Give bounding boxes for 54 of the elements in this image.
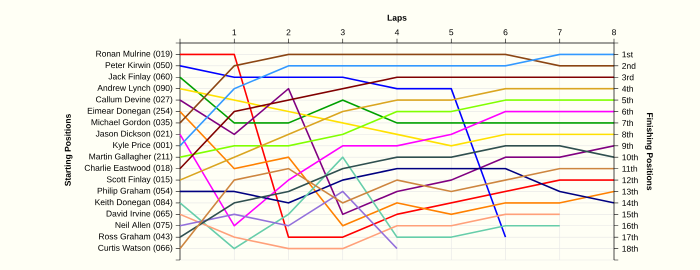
series-label: Neil Allen (075) <box>116 222 172 230</box>
y2-tick-label: 8th <box>622 131 633 138</box>
x-tick-label: 2 <box>286 29 290 36</box>
y2-tick-label: 1st <box>622 51 634 58</box>
series-label: Peter Kirwin (050) <box>106 62 172 70</box>
x-tick-label: 4 <box>394 29 400 36</box>
series-label: Kyle Price (001) <box>113 142 172 150</box>
series-label: Ronan Mulrine (019) <box>96 50 172 58</box>
y2-tick-label: 12th <box>622 176 638 184</box>
series-label: Jason Dickson (021) <box>96 130 172 138</box>
line-series <box>179 168 615 250</box>
line-series <box>179 88 615 216</box>
y2-tick-label: 5th <box>622 96 633 104</box>
y2-tick-label: 11th <box>622 166 638 172</box>
y2-tick-label: 6th <box>622 108 633 115</box>
x-tick-label: 7 <box>558 29 562 36</box>
series-label: Eimear Donegan (254) <box>88 108 172 116</box>
x-axis-title: Laps <box>388 14 407 22</box>
x-tick-label: 5 <box>449 29 454 36</box>
x-tick-label: 1 <box>232 29 236 36</box>
y2-tick-label: 4th <box>622 86 633 92</box>
series-label: Andrew Lynch (090) <box>97 84 172 93</box>
series-label: Curtis Watson (066) <box>98 244 172 253</box>
y2-tick-label: 16th <box>622 222 638 229</box>
y2-tick-label: 7th <box>622 120 633 126</box>
y2-tick-label: 14th <box>622 200 638 206</box>
y2-tick-label: 9th <box>622 142 633 149</box>
series-label: Charlie Eastwood (018) <box>84 164 172 173</box>
series-label: Ross Graham (043) <box>99 233 172 242</box>
series-label: Philip Graham (054) <box>98 188 172 196</box>
line-series <box>179 214 561 250</box>
line-series <box>179 144 615 238</box>
y2-tick-label: 2nd <box>622 62 636 69</box>
text: Starting Positions <box>64 114 72 186</box>
line-series <box>179 110 615 227</box>
y2-tick-label: 13th <box>622 188 638 195</box>
y2-axis-title: Finishing Positions <box>645 113 654 190</box>
line-series <box>179 190 398 250</box>
series-label: Scott Finlay (015) <box>106 176 172 184</box>
series-label: Michael Gordon (035) <box>92 118 172 127</box>
y2-tick-label: 17th <box>622 234 638 240</box>
y2-tick-label: 18th <box>622 245 638 252</box>
x-tick-label: 8 <box>612 29 616 36</box>
line-series <box>179 156 561 250</box>
y2-tick-label: 10th <box>622 154 638 160</box>
series-label: Keith Donegan (084) <box>95 198 172 207</box>
series-label: Martin Gallagher (211) <box>89 153 172 162</box>
y2-tick-label: 3rd <box>622 74 634 80</box>
x-tick-label: 6 <box>504 29 508 36</box>
series-label: David Irvine (065) <box>106 210 172 218</box>
series-label: Callum Devine (027) <box>96 96 172 104</box>
series-label: Jack Finlay (060) <box>108 73 172 82</box>
y2-tick-label: 15th <box>622 211 638 218</box>
x-tick-label: 3 <box>340 29 345 36</box>
